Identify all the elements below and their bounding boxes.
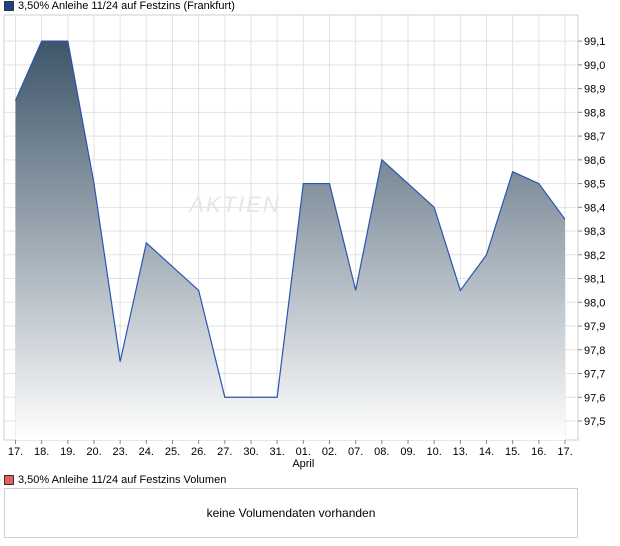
y-tick-label: 97,5	[584, 416, 605, 428]
y-tick-label: 97,8	[584, 345, 605, 357]
price-chart: AKTIEN 97,597,697,797,897,998,098,198,29…	[3, 14, 605, 470]
y-tick-label: 97,9	[584, 321, 605, 333]
y-tick-label: 98,6	[584, 155, 605, 167]
y-axis-ticks: 97,5 97,6 97,7 97,8 97,9 98,0 98,1 98,2 98,3 98,4…	[578, 36, 605, 428]
x-tick-label: 26.	[191, 446, 206, 458]
x-tick-label: 10.	[427, 446, 442, 458]
x-tick-label: 31.	[270, 446, 285, 458]
x-tick-label: 25.	[165, 446, 180, 458]
x-tick-label: 07.	[348, 446, 363, 458]
volume-legend-swatch	[4, 475, 14, 485]
y-tick-label: 97,7	[584, 369, 605, 381]
y-tick-label: 98,8	[584, 107, 605, 119]
y-tick-label: 98,1	[584, 274, 605, 286]
y-tick-label: 99,1	[584, 36, 605, 48]
x-tick-label: 17.	[557, 446, 572, 458]
y-tick-label: 98,5	[584, 179, 605, 191]
x-tick-label: 14.	[479, 446, 494, 458]
main-legend-swatch	[4, 1, 14, 11]
volume-legend: 3,50% Anleihe 11/24 auf Festzins Volumen	[4, 474, 226, 486]
watermark-text: AKTIEN	[187, 192, 280, 217]
volume-empty-message: keine Volumendaten vorhanden	[206, 506, 376, 520]
main-legend-label: 3,50% Anleihe 11/24 auf Festzins (Frankf…	[18, 0, 235, 12]
x-tick-label: 09.	[400, 446, 415, 458]
y-tick-label: 97,6	[584, 392, 605, 404]
x-tick-label: 08.	[374, 446, 389, 458]
y-tick-label: 98,9	[584, 84, 605, 96]
y-tick-label: 98,4	[584, 202, 605, 214]
x-tick-label: 13.	[453, 446, 468, 458]
y-tick-label: 98,0	[584, 297, 605, 309]
x-tick-label: 01.	[296, 446, 311, 458]
main-legend: 3,50% Anleihe 11/24 auf Festzins (Frankf…	[4, 0, 235, 12]
x-tick-label: 15.	[505, 446, 520, 458]
y-tick-label: 98,7	[584, 131, 605, 143]
x-tick-label: 24.	[139, 446, 154, 458]
x-tick-label: 02.	[322, 446, 337, 458]
x-axis-ticks: 17. 18. 19. 20. 23. 24. 25. 26. 27. 30. 31. 01. 02. 0…	[8, 440, 573, 470]
y-tick-label: 98,2	[584, 250, 605, 262]
x-tick-label: 18.	[34, 446, 49, 458]
volume-panel: keine Volumendaten vorhanden	[4, 488, 578, 538]
x-month-label: April	[292, 458, 314, 470]
volume-legend-label: 3,50% Anleihe 11/24 auf Festzins Volumen	[18, 474, 227, 486]
x-tick-label: 17.	[8, 446, 23, 458]
price-area	[15, 41, 565, 441]
x-tick-label: 20.	[86, 446, 101, 458]
x-tick-label: 19.	[60, 446, 75, 458]
x-tick-label: 30.	[243, 446, 258, 458]
x-tick-label: 27.	[217, 446, 232, 458]
y-tick-label: 99,0	[584, 60, 605, 72]
x-tick-label: 16.	[531, 446, 546, 458]
x-tick-label: 23.	[113, 446, 128, 458]
price-line	[14, 40, 566, 398]
y-tick-label: 98,3	[584, 226, 605, 238]
